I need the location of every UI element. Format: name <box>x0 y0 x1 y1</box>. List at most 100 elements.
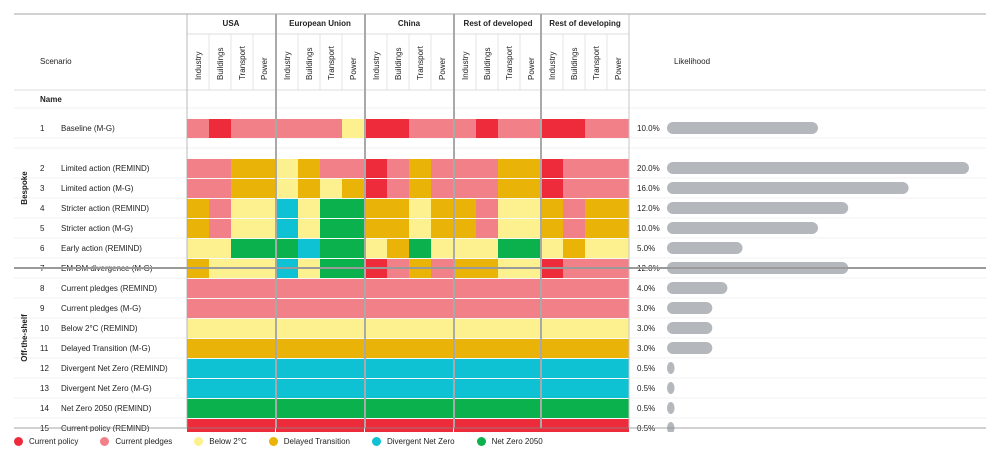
heat-cell <box>541 399 563 418</box>
heat-cell <box>431 279 453 298</box>
heat-cell <box>476 379 498 398</box>
sector-label: Transport <box>505 45 514 80</box>
heat-cell <box>387 179 409 198</box>
heat-cell <box>454 299 476 318</box>
heat-cell <box>231 119 253 138</box>
heat-cell <box>541 199 563 218</box>
heat-cell <box>187 399 209 418</box>
heat-cell <box>563 119 585 138</box>
sector-label: Buildings <box>216 48 225 80</box>
heat-cell <box>607 339 629 358</box>
likelihood-bar <box>667 362 675 374</box>
likelihood-bar <box>667 222 818 234</box>
heat-cell <box>563 179 585 198</box>
heat-cell <box>209 399 231 418</box>
heat-cell <box>476 419 498 438</box>
row-name: Divergent Net Zero (M-G) <box>61 384 152 393</box>
heat-cell <box>298 339 320 358</box>
heat-cell <box>563 379 585 398</box>
heat-cell <box>342 219 364 238</box>
heat-cell <box>498 399 520 418</box>
heat-cell <box>409 319 431 338</box>
heat-cell <box>253 219 275 238</box>
heat-cell <box>498 359 520 378</box>
heat-cell <box>276 119 298 138</box>
heat-cell <box>431 219 453 238</box>
heat-cell <box>585 219 607 238</box>
heat-cell <box>231 219 253 238</box>
heat-cell <box>520 419 542 438</box>
heat-cell <box>563 219 585 238</box>
heat-cell <box>276 159 298 178</box>
heat-cell <box>231 179 253 198</box>
heat-cell <box>387 119 409 138</box>
heat-cell <box>563 159 585 178</box>
likelihood-label: 4.0% <box>637 284 655 293</box>
heat-cell <box>298 379 320 398</box>
likelihood-label: 0.5% <box>637 404 655 413</box>
row-name: Current pledges (REMIND) <box>61 284 157 293</box>
heat-cell <box>563 299 585 318</box>
likelihood-bar <box>667 402 675 414</box>
heat-cell <box>187 419 209 438</box>
heat-cell <box>476 179 498 198</box>
heat-cell <box>231 399 253 418</box>
heat-cell <box>520 219 542 238</box>
heat-cell <box>187 339 209 358</box>
heat-cell <box>342 399 364 418</box>
heat-cell <box>209 379 231 398</box>
heat-cell <box>320 199 342 218</box>
heat-cell <box>607 159 629 178</box>
heat-cell <box>409 239 431 258</box>
heat-cell <box>454 219 476 238</box>
heat-cell <box>253 199 275 218</box>
legend-item: Delayed Transition <box>268 436 350 446</box>
chart-svg: Scenario Likelihood Name USA Industry Buildin… <box>14 13 986 439</box>
heat-cell <box>342 299 364 318</box>
heat-cell <box>520 359 542 378</box>
legend-swatch <box>100 436 110 446</box>
sector-label: Industry <box>194 52 203 80</box>
heat-cell <box>498 319 520 338</box>
region-label: USA <box>223 19 240 28</box>
heat-cell <box>563 419 585 438</box>
heat-cell <box>520 279 542 298</box>
heat-cell <box>231 279 253 298</box>
row-name: Baseline (M-G) <box>61 124 115 133</box>
heat-cell <box>387 219 409 238</box>
heat-cell <box>320 119 342 138</box>
heat-cell <box>253 119 275 138</box>
heat-cell <box>365 239 387 258</box>
heat-cell <box>454 419 476 438</box>
name-header: Name <box>40 95 62 104</box>
legend-item: Below 2°C <box>194 436 247 446</box>
heat-cell <box>563 399 585 418</box>
heat-cell <box>187 179 209 198</box>
heat-cell <box>387 199 409 218</box>
heat-cell <box>365 399 387 418</box>
heat-cell <box>298 299 320 318</box>
heat-cell <box>409 299 431 318</box>
sector-label: Power <box>438 57 447 80</box>
heat-cell <box>409 379 431 398</box>
sector-label: Power <box>614 57 623 80</box>
heat-cell <box>563 359 585 378</box>
heat-cell <box>342 179 364 198</box>
heat-cell <box>607 319 629 338</box>
scenario-header: Scenario <box>40 57 72 66</box>
heat-cell <box>476 219 498 238</box>
heat-cell <box>585 359 607 378</box>
heat-cell <box>498 119 520 138</box>
heat-cell <box>607 119 629 138</box>
sector-label: Industry <box>372 52 381 80</box>
heat-cell <box>276 319 298 338</box>
heat-cell <box>585 119 607 138</box>
likelihood-bar <box>667 322 713 334</box>
region-label: Rest of developing <box>549 19 621 28</box>
heat-cell <box>498 199 520 218</box>
likelihood-bar <box>667 282 728 294</box>
heat-cell <box>563 199 585 218</box>
heat-cell <box>187 359 209 378</box>
row-number: 14 <box>40 404 49 413</box>
heat-cell <box>585 199 607 218</box>
